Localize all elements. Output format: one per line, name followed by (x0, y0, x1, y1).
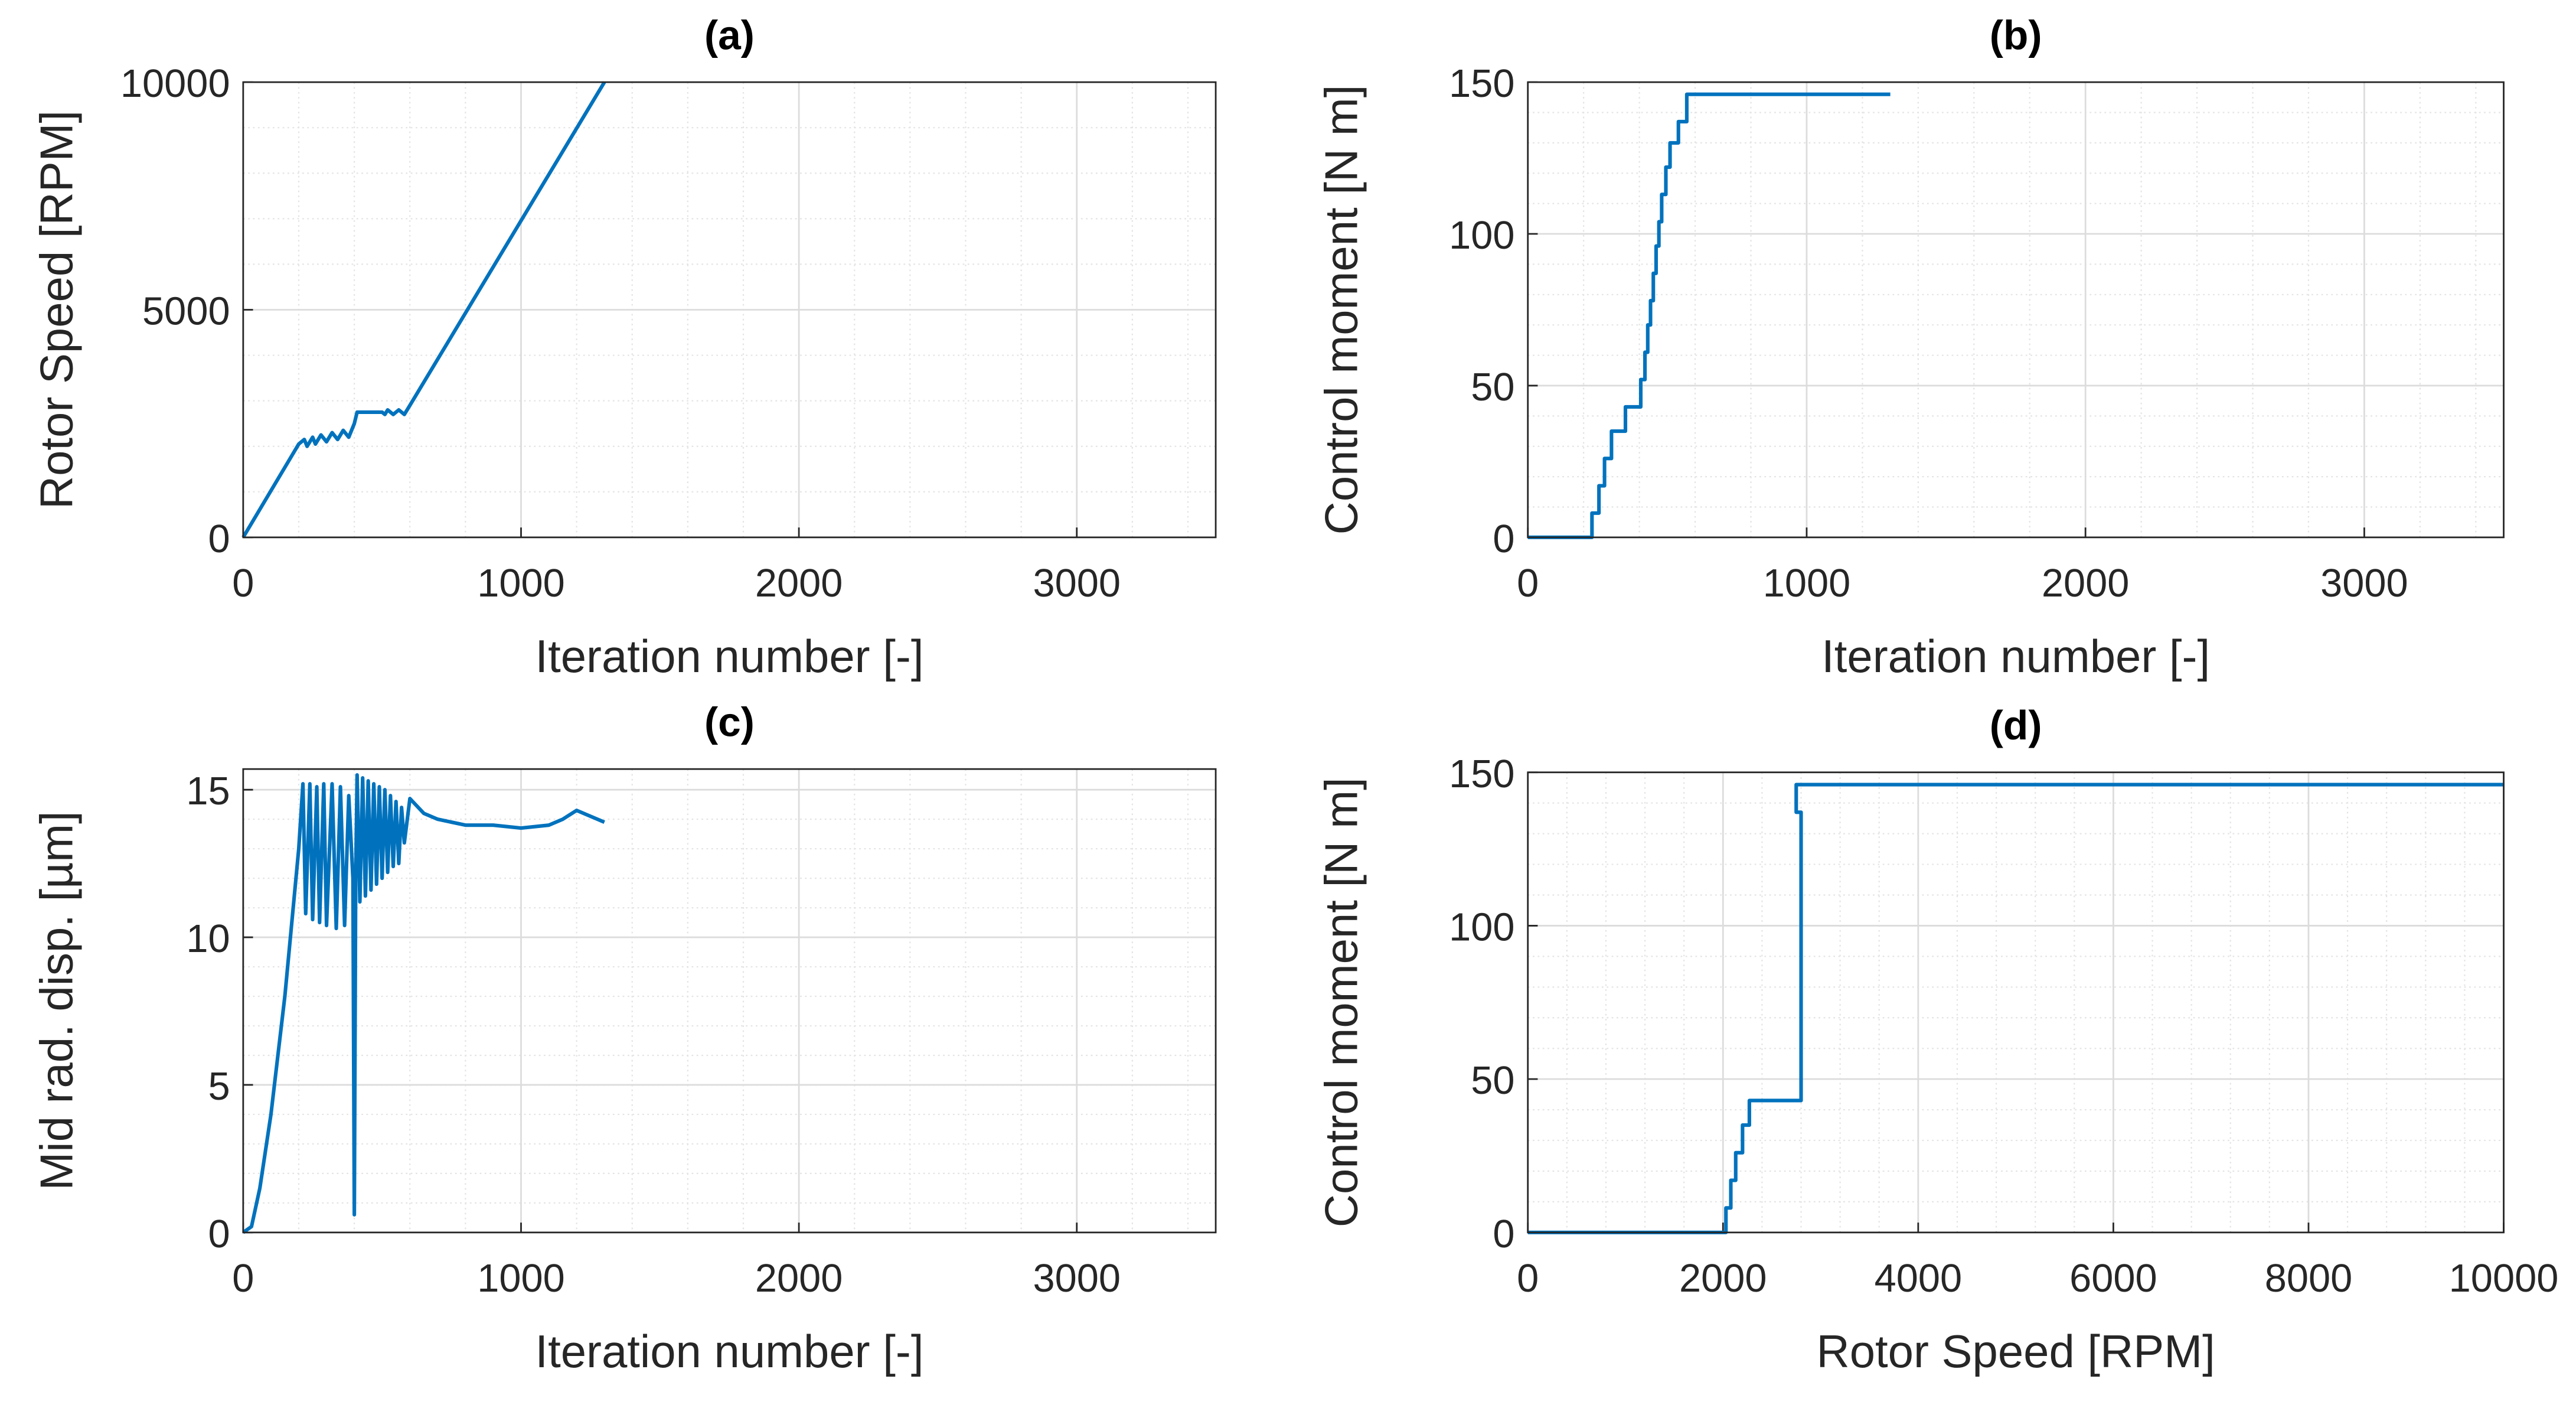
x-tick-label: 8000 (2265, 1257, 2353, 1300)
x-tick-label: 1000 (1763, 562, 1851, 605)
y-tick-label: 50 (1471, 366, 1514, 409)
y-axis-label: Mid rad. disp. [µm] (30, 811, 82, 1190)
y-tick-label: 150 (1449, 62, 1514, 106)
axes-box (242, 768, 1217, 1234)
y-tick-label: 100 (1449, 214, 1514, 257)
subplot-title: (a) (704, 12, 755, 58)
x-tick-label: 2000 (755, 562, 843, 605)
x-tick-label: 0 (232, 562, 254, 605)
data-line (1527, 783, 2504, 1234)
y-tick-label: 5000 (142, 290, 230, 334)
y-axis-label: Control moment [N m] (1315, 85, 1367, 535)
y-tick-label: 10 (186, 917, 230, 961)
y-axis-label: Control moment [N m] (1315, 777, 1367, 1227)
y-tick-label: 50 (1471, 1059, 1514, 1103)
y-tick-label: 0 (208, 1212, 230, 1256)
y-tick-label: 100 (1449, 905, 1514, 949)
x-tick-label: 0 (1517, 1257, 1539, 1300)
subplot: 0 1000 2000 3000 0 5 10 15 (c) Iteration number [… (30, 699, 1217, 1377)
subplot: 0 1000 2000 3000 0 5000 10000 (a) Iteration numb… (30, 12, 1217, 682)
y-tick-label: 150 (1449, 752, 1514, 796)
x-tick-label: 3000 (1033, 562, 1121, 605)
x-tick-label: 1000 (477, 1257, 565, 1300)
plot-area (1527, 772, 2504, 1233)
subplot-title: (d) (1990, 702, 2042, 748)
plot-area (243, 769, 1216, 1233)
y-tick-label: 0 (208, 517, 230, 561)
subplot: 0 1000 2000 3000 0 50 100 150 (b) Iteration numbe… (1315, 12, 2505, 682)
y-tick-label: 15 (186, 770, 230, 813)
y-tick-label: 5 (208, 1065, 230, 1109)
y-axis-label: Rotor Speed [RPM] (30, 110, 82, 509)
plot-area (1527, 82, 2504, 537)
x-tick-label: 2000 (2042, 562, 2130, 605)
x-axis-label: Iteration number [-] (535, 630, 923, 682)
x-tick-label: 10000 (2449, 1257, 2559, 1300)
x-tick-label: 1000 (477, 562, 565, 605)
x-tick-label: 2000 (755, 1257, 843, 1300)
subplot-title: (b) (1990, 12, 2042, 58)
x-axis-label: Iteration number [-] (535, 1325, 923, 1377)
y-tick-label: 10000 (120, 62, 230, 106)
subplot-title: (c) (704, 699, 755, 745)
x-tick-label: 0 (1517, 562, 1539, 605)
x-tick-label: 4000 (1875, 1257, 1963, 1300)
x-tick-label: 3000 (1033, 1257, 1121, 1300)
x-tick-label: 2000 (1679, 1257, 1767, 1300)
x-tick-label: 0 (232, 1257, 254, 1300)
y-tick-label: 0 (1493, 517, 1514, 561)
y-tick-label: 0 (1493, 1212, 1514, 1256)
x-axis-label: Rotor Speed [RPM] (1816, 1325, 2215, 1377)
data-line (242, 773, 605, 1234)
subplot: 0 2000 4000 6000 8000 10000 0 50 100 150 (d) Rotor … (1315, 702, 2558, 1377)
x-axis-label: Iteration number [-] (1821, 630, 2210, 682)
x-tick-label: 3000 (2320, 562, 2408, 605)
data-line (1527, 92, 1891, 539)
axes-box (1527, 81, 2505, 539)
axes-box (242, 81, 1217, 539)
x-tick-label: 6000 (2069, 1257, 2157, 1300)
axes-box (1527, 771, 2505, 1234)
data-line (241, 81, 606, 539)
